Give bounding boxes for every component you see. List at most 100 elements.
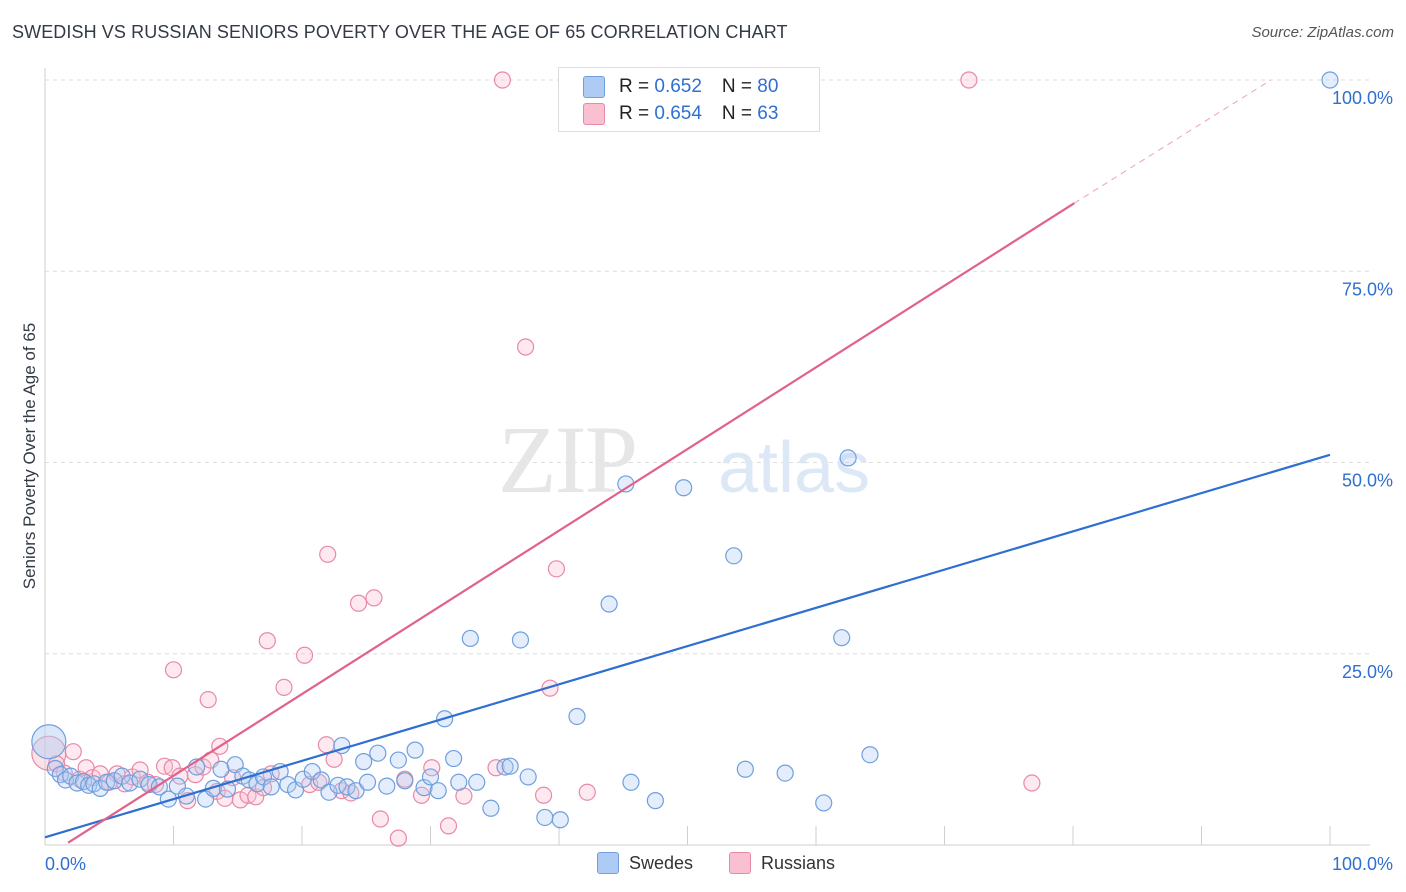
swedes-point <box>389 751 407 769</box>
swedes-point <box>429 782 447 800</box>
swedes-point <box>776 764 794 782</box>
swedes-point <box>501 757 519 775</box>
russians-point <box>365 589 383 607</box>
russians-point <box>295 646 314 664</box>
legend-swatch-russians <box>729 852 751 874</box>
series-swedes <box>31 71 1339 829</box>
russians-point <box>487 759 505 777</box>
series-legend: Swedes Russians <box>0 852 1406 878</box>
legend-swatch-swedes <box>597 852 619 874</box>
swedes-point <box>600 595 618 613</box>
swedes-point <box>320 783 338 801</box>
swedes-point <box>815 794 833 812</box>
swedes-point <box>396 772 414 790</box>
russians-point <box>319 545 337 563</box>
russians-point <box>516 338 535 356</box>
n-value-swedes: 80 <box>757 76 779 97</box>
legend-label-swedes: Swedes <box>629 852 694 873</box>
trend-line-swedes <box>44 453 1331 839</box>
russians-point <box>199 691 217 709</box>
r-label: R = <box>619 103 655 124</box>
r-label: R = <box>619 76 655 97</box>
swedes-point <box>445 749 463 768</box>
source-label: Source: ZipAtlas.com <box>1251 24 1394 41</box>
swedes-point <box>536 808 554 827</box>
swedes-point <box>646 792 664 810</box>
legend-row-russians: R = 0.654 N = 63 <box>583 102 779 126</box>
russians-point <box>439 817 458 835</box>
trend-line-russians <box>67 202 1075 844</box>
swedes-point <box>496 758 514 776</box>
r-value-swedes: 0.652 <box>654 76 702 97</box>
n-label: N = <box>721 103 758 124</box>
russians-point <box>64 743 82 761</box>
russians-point <box>534 786 553 804</box>
swedes-point <box>248 775 266 793</box>
watermark-atlas: atlas <box>718 428 870 508</box>
x-tick-label: 100.0% <box>1332 854 1393 874</box>
russians-point <box>275 678 293 697</box>
swedes-point <box>511 631 530 649</box>
watermark: ZIP atlas <box>498 406 870 513</box>
swedes-point <box>31 724 67 760</box>
correlation-legend: R = 0.652 N = 80 R = 0.654 N = 63 <box>558 67 820 132</box>
gridlines <box>45 79 1370 655</box>
trend-line-russians-extension <box>1074 79 1272 204</box>
swedes-point <box>378 777 396 795</box>
russians-point <box>547 560 566 578</box>
legend-item-swedes[interactable]: Swedes <box>597 852 693 874</box>
swedes-point <box>358 773 377 791</box>
n-value-russians: 63 <box>757 103 779 124</box>
swedes-point <box>833 629 851 647</box>
swedes-point <box>675 479 693 497</box>
swedes-point <box>568 707 586 726</box>
swedes-point <box>369 744 387 762</box>
swedes-point <box>622 773 640 791</box>
russians-point <box>349 594 368 612</box>
y-tick-label: 25.0% <box>1342 662 1393 682</box>
swedes-point <box>736 760 754 778</box>
russians-point <box>1023 774 1041 792</box>
swedes-point <box>62 767 80 785</box>
swedes-point <box>121 774 139 792</box>
y-tick-label: 100.0% <box>1332 88 1393 108</box>
legend-item-russians[interactable]: Russians <box>729 852 835 874</box>
russians-point <box>371 810 389 828</box>
russians-point <box>578 783 596 801</box>
y-tick-label: 50.0% <box>1342 471 1393 491</box>
trend-lines <box>44 79 1331 844</box>
swedes-point <box>482 799 500 817</box>
russians-point <box>389 829 407 847</box>
russians-point <box>960 71 978 89</box>
swedes-point <box>839 449 857 467</box>
y-tick-label: 75.0% <box>1342 279 1393 299</box>
swedes-point <box>91 779 109 797</box>
swedes-point <box>468 773 486 791</box>
russians-point <box>131 761 149 779</box>
russians-point <box>258 632 276 650</box>
russians-point <box>77 759 95 777</box>
chart-title: SWEDISH VS RUSSIAN SENIORS POVERTY OVER … <box>12 22 788 42</box>
swedes-point <box>861 746 879 764</box>
x-tick-label: 0.0% <box>45 854 86 874</box>
legend-label-russians: Russians <box>761 852 836 873</box>
swedes-point <box>347 782 365 800</box>
tick-labels: 25.0% 50.0% 75.0% 100.0% 0.0% 100.0% <box>45 88 1393 874</box>
n-label: N = <box>721 76 758 97</box>
russians-point <box>493 71 512 89</box>
swedes-point <box>1321 71 1339 89</box>
swedes-point <box>551 811 569 829</box>
axes <box>44 68 1370 846</box>
swedes-point <box>450 773 468 791</box>
swedes-point <box>421 768 440 786</box>
swedes-point <box>262 778 280 796</box>
swedes-point <box>519 768 537 786</box>
swedes-point <box>415 779 433 797</box>
legend-row-swedes: R = 0.652 N = 80 <box>583 75 779 99</box>
swedes-point <box>725 547 743 565</box>
r-value-russians: 0.654 <box>654 103 702 124</box>
legend-swatch-swedes <box>583 76 605 98</box>
russians-point <box>164 661 183 679</box>
swedes-point <box>406 741 424 759</box>
